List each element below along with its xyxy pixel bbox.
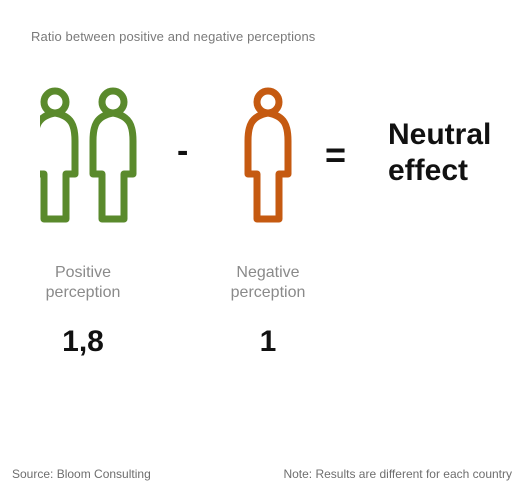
minus-operator: - (177, 132, 189, 170)
positive-person-partial-icon (40, 87, 79, 223)
negative-label: Negative perception (208, 263, 328, 303)
negative-label-line-2: perception (230, 284, 306, 301)
chart-subtitle: Ratio between positive and negative perc… (31, 29, 316, 44)
negative-value: 1 (259, 325, 277, 358)
result-line-1: Neutral (388, 118, 492, 151)
result-line-2: effect (388, 154, 469, 187)
positive-label: Positive perception (23, 263, 143, 303)
negative-person-icon (244, 87, 292, 223)
positive-label-line-1: Positive (54, 264, 112, 281)
negative-label-line-1: Negative (236, 264, 300, 281)
positive-label-line-2: perception (45, 284, 121, 301)
positive-value: 1,8 (62, 325, 104, 358)
footnote: Note: Results are different for each cou… (283, 467, 512, 481)
equals-operator: = (325, 134, 347, 175)
result-text: Neutral effect (388, 117, 491, 189)
positive-person-full-icon (89, 87, 137, 223)
source-note: Source: Bloom Consulting (12, 467, 151, 481)
